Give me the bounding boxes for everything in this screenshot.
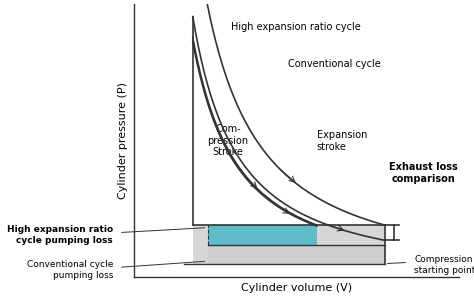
Y-axis label: Cylinder pressure (P): Cylinder pressure (P) bbox=[118, 82, 128, 199]
Text: Conventional cycle: Conventional cycle bbox=[288, 59, 381, 69]
X-axis label: Cylinder volume (V): Cylinder volume (V) bbox=[240, 283, 352, 293]
Text: High expansion ratio cycle: High expansion ratio cycle bbox=[231, 22, 361, 31]
Text: Exhaust loss
comparison: Exhaust loss comparison bbox=[389, 162, 457, 184]
Text: Expansion
stroke: Expansion stroke bbox=[317, 130, 367, 151]
Polygon shape bbox=[193, 225, 385, 264]
Polygon shape bbox=[208, 245, 385, 264]
Text: Com-
pression
Stroke: Com- pression Stroke bbox=[208, 124, 249, 157]
Polygon shape bbox=[208, 225, 317, 245]
Text: High expansion ratio
cycle pumping loss: High expansion ratio cycle pumping loss bbox=[7, 225, 113, 245]
Text: Conventional cycle
pumping loss: Conventional cycle pumping loss bbox=[27, 260, 113, 279]
Text: Compression
starting point: Compression starting point bbox=[414, 255, 474, 274]
